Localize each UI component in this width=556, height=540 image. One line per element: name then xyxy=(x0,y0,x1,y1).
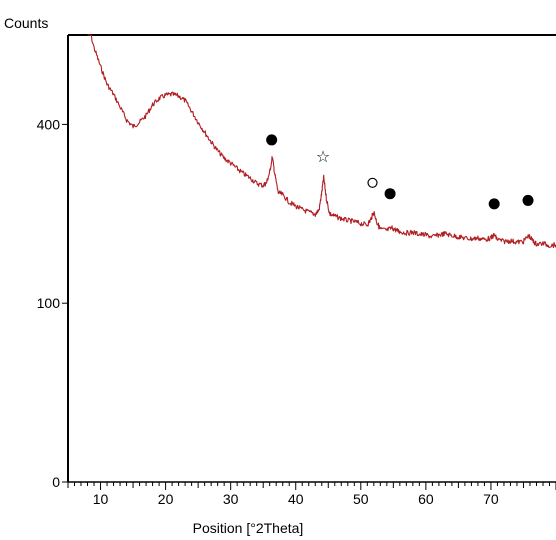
filled-circle-marker xyxy=(488,198,500,210)
x-tick-label: 50 xyxy=(353,491,369,507)
filled-circle-marker xyxy=(522,194,534,206)
y-axis-title: Counts xyxy=(4,15,48,31)
star-marker: ☆ xyxy=(316,147,330,166)
series-layer xyxy=(87,34,556,249)
x-tick-label: 60 xyxy=(418,491,434,507)
diffraction-pattern-line xyxy=(87,34,556,249)
tick-labels: 10 20 30 40 50 60 70 0 100 400 xyxy=(37,116,499,507)
axis-ticks xyxy=(62,123,556,490)
y-tick-label: 0 xyxy=(52,474,60,490)
x-tick-label: 10 xyxy=(93,491,109,507)
x-tick-label: 40 xyxy=(288,491,304,507)
y-tick-label: 100 xyxy=(37,295,61,311)
filled-circle-marker xyxy=(384,188,396,200)
y-tick-label: 400 xyxy=(37,116,61,132)
plot-frame xyxy=(67,34,556,483)
peak-markers: ☆ xyxy=(266,134,534,210)
filled-circle-marker xyxy=(266,134,278,146)
x-tick-label: 30 xyxy=(223,491,239,507)
open-circle-marker xyxy=(367,177,378,188)
x-tick-label: 20 xyxy=(158,491,174,507)
x-tick-label: 70 xyxy=(483,491,499,507)
x-axis-title: Position [°2Theta] xyxy=(193,520,304,536)
